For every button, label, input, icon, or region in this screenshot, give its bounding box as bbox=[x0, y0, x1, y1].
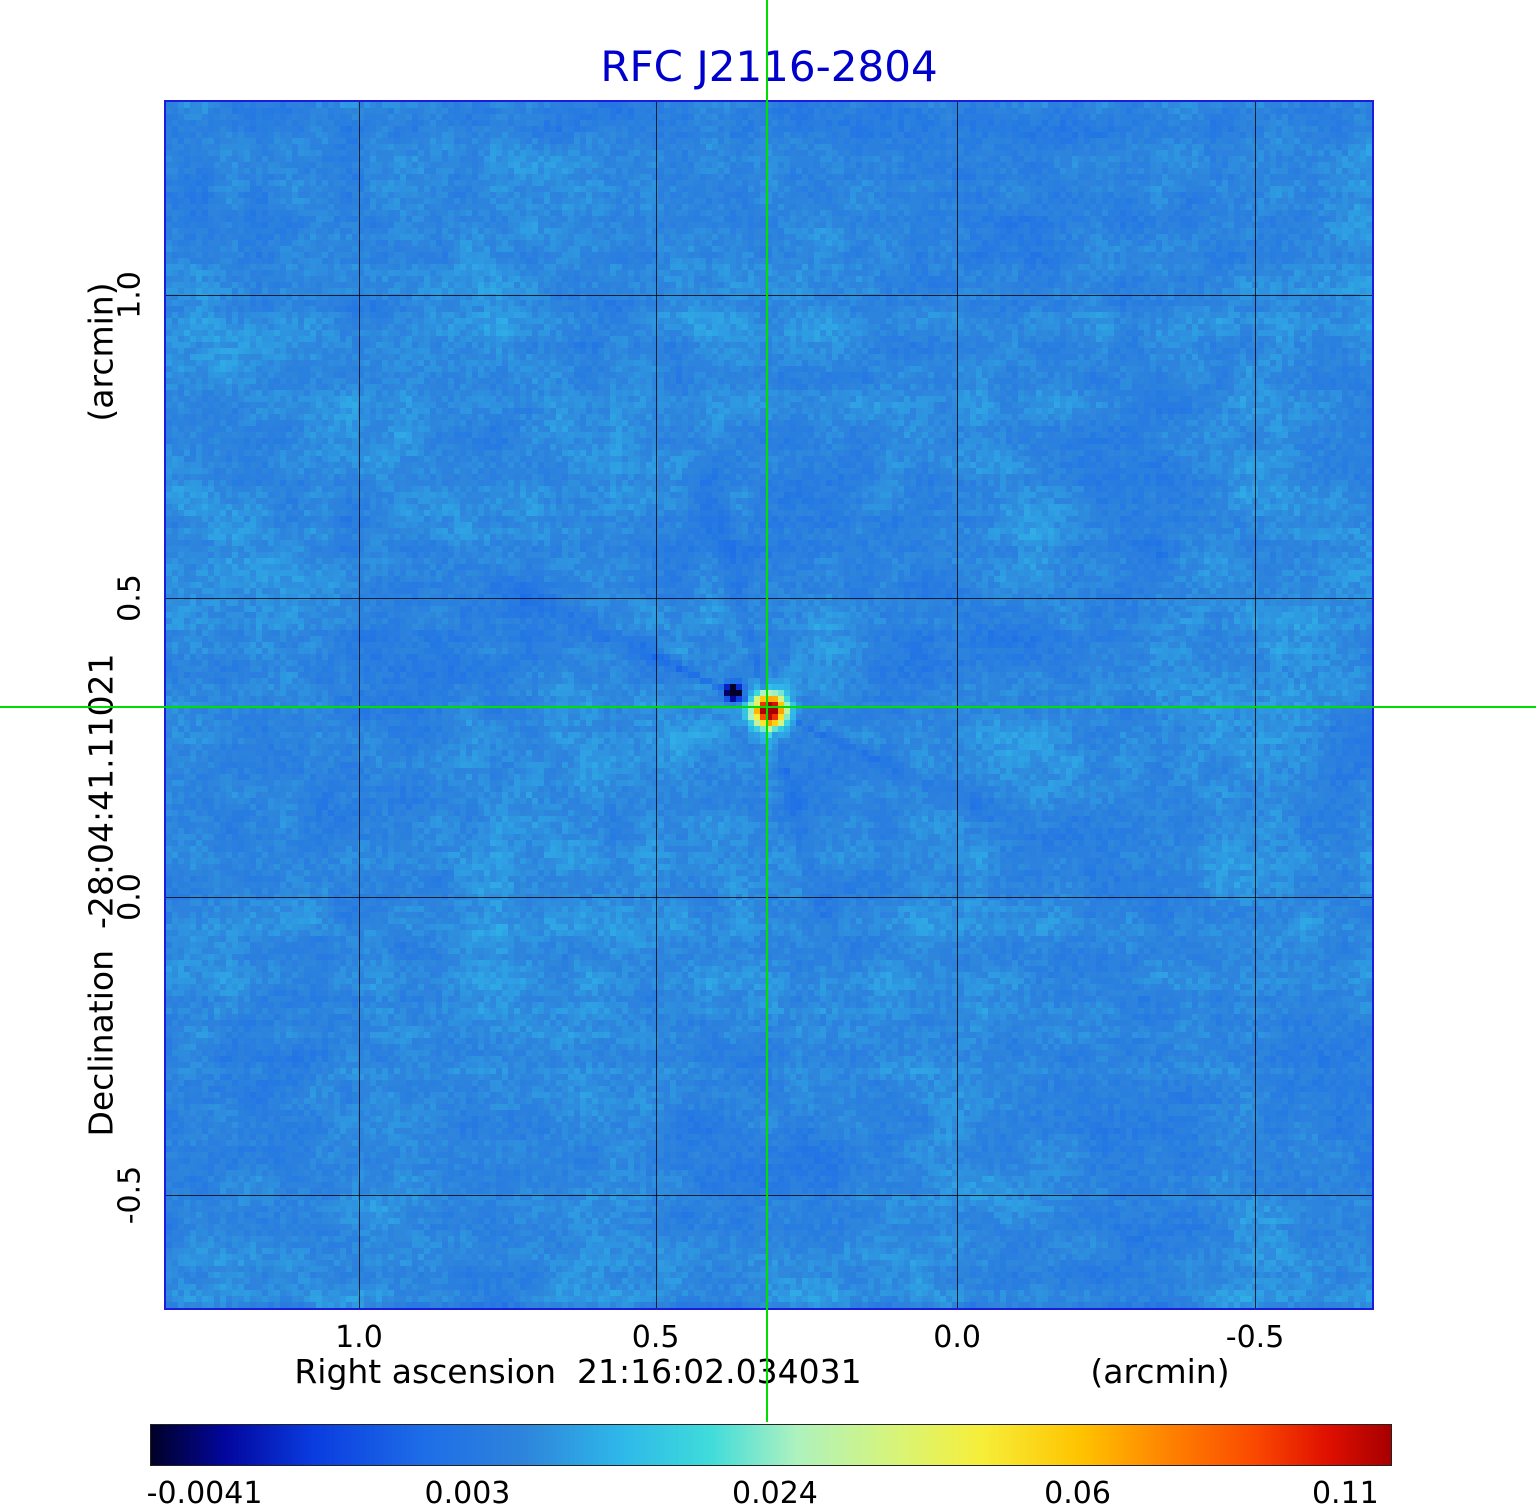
y-tick-label: 0.0 bbox=[112, 872, 148, 921]
colorbar-tick-label: 0.06 bbox=[1044, 1476, 1111, 1511]
sky-map-canvas bbox=[166, 102, 1372, 1308]
x-tick-label: -0.5 bbox=[1225, 1320, 1285, 1355]
y-tick-label: -0.5 bbox=[112, 1165, 148, 1224]
colorbar-tick-label: 0.11 bbox=[1311, 1476, 1379, 1511]
y-tick-label: 0.5 bbox=[112, 573, 148, 622]
x-axis-label: Right ascension 21:16:02.034031 bbox=[294, 1352, 862, 1391]
x-axis-unit: (arcmin) bbox=[1090, 1352, 1230, 1391]
x-tick-label: 1.0 bbox=[335, 1320, 383, 1355]
y-tick-label: 1.0 bbox=[112, 271, 148, 319]
colorbar-tick-label: 0.024 bbox=[732, 1476, 818, 1511]
colorbar bbox=[150, 1424, 1392, 1466]
crosshair-horizontal-line bbox=[0, 706, 1536, 709]
x-tick-label: 0.0 bbox=[933, 1320, 981, 1355]
figure-title: RFC J2116-2804 bbox=[600, 42, 938, 91]
colorbar-tick-label: 0.003 bbox=[424, 1476, 511, 1511]
colorbar-gradient bbox=[151, 1425, 1391, 1465]
sky-map-plot bbox=[164, 100, 1374, 1310]
colorbar-tick-label: -0.0041 bbox=[146, 1476, 263, 1511]
x-tick-label: 0.5 bbox=[631, 1320, 680, 1355]
crosshair-vertical-line bbox=[765, 0, 768, 1422]
